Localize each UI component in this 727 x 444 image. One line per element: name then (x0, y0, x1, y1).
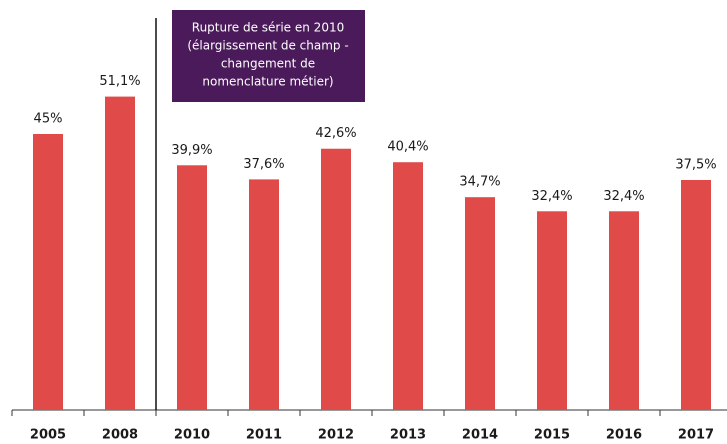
annotation-text: changement de (221, 57, 315, 71)
value-label: 51,1% (99, 74, 140, 89)
bar (681, 180, 711, 410)
bar (33, 134, 63, 410)
value-label: 34,7% (459, 175, 500, 190)
x-tick-label: 2005 (30, 428, 66, 443)
value-label: 32,4% (603, 189, 644, 204)
x-tick-label: 2014 (462, 428, 498, 443)
x-tick-label: 2011 (246, 428, 282, 443)
x-tick-label: 2010 (174, 428, 210, 443)
x-tick-label: 2016 (606, 428, 642, 443)
x-tick-label: 2012 (318, 428, 354, 443)
bar (321, 148, 351, 410)
annotation-text: nomenclature métier) (202, 75, 333, 89)
value-label: 45% (34, 112, 63, 127)
value-label: 39,9% (171, 143, 212, 158)
bar (609, 211, 639, 410)
value-label: 40,4% (387, 140, 428, 155)
bar (105, 96, 135, 410)
bar (249, 179, 279, 410)
bar (465, 197, 495, 410)
annotation-text: Rupture de série en 2010 (192, 21, 344, 35)
value-label: 32,4% (531, 189, 572, 204)
value-label: 37,6% (243, 157, 284, 172)
value-label: 42,6% (315, 126, 356, 141)
bar (537, 211, 567, 410)
x-tick-label: 2017 (678, 428, 714, 443)
value-label: 37,5% (675, 158, 716, 173)
x-tick-label: 2013 (390, 428, 426, 443)
x-tick-label: 2015 (534, 428, 570, 443)
bar (177, 165, 207, 410)
x-tick-label: 2008 (102, 428, 138, 443)
annotation-box (172, 10, 365, 102)
annotation-text: (élargissement de champ - (187, 39, 348, 53)
bar (393, 162, 423, 410)
